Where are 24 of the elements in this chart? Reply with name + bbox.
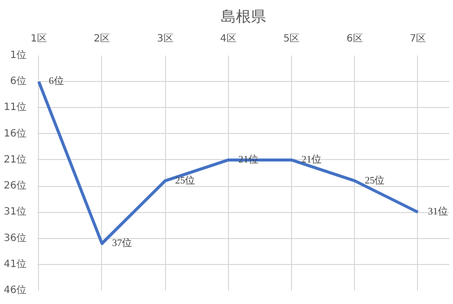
x-tick-label: 4区 [220,34,237,44]
chart-title: 島根県 [221,8,266,26]
y-tick-label: 6位 [10,75,27,88]
y-tick-label: 1位 [10,49,27,61]
x-tick-label: 7区 [410,34,426,44]
y-tick-label: 41位 [4,258,27,270]
y-tick-label: 36位 [4,232,27,244]
x-tick-label: 6区 [346,34,363,44]
y-tick-label: 11位 [4,101,27,114]
x-tick-label: 1区 [30,34,47,44]
data-label: 25位 [175,174,196,186]
x-tick-label: 3区 [156,34,174,44]
y-tick-label: 46位 [4,284,27,296]
y-tick-label: 26位 [4,180,27,192]
data-label: 31位 [428,206,448,218]
data-label: 25位 [364,174,385,186]
y-tick-label: 16位 [4,127,27,140]
data-label: 21位 [302,153,322,166]
data-label: 37位 [112,237,132,249]
data-label: 6位 [48,75,64,88]
y-tick-label: 21位 [4,153,27,166]
y-tick-label: 31位 [4,206,27,218]
x-tick-label: 5区 [283,34,300,44]
x-tick-label: 2区 [94,34,110,44]
